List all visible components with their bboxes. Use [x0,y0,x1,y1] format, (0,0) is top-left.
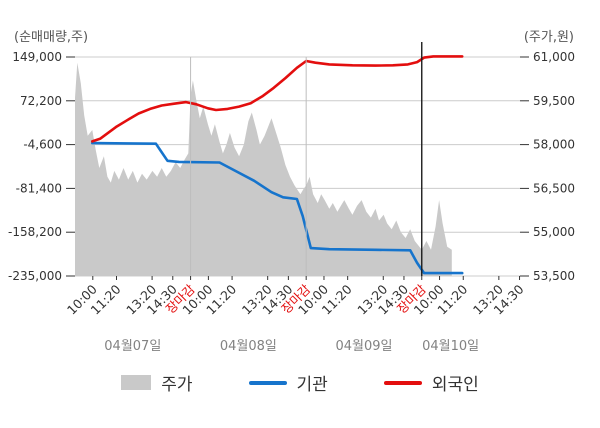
foreigner-line-swatch [383,380,422,385]
right-axis-tick-label: 56,500 [533,181,575,195]
legend-item-institution: 기관 [248,370,328,395]
left-axis-tick-label: -4,600 [23,138,62,152]
right-axis-tick-label: 59,500 [533,94,575,108]
left-axis: 149,000 72,200 -4,600 -81,400 -158,200 -235,0… [8,50,75,283]
right-axis-tick-label: 55,000 [533,225,575,239]
right-axis-tick-label: 58,000 [533,138,575,152]
left-axis-tick-label: 72,200 [20,94,62,108]
day-boundaries [190,42,423,276]
legend-item-foreigner: 외국인 [383,370,479,395]
chart-plot: 149,000 72,200 -4,600 -81,400 -158,200 -235,0… [8,42,575,354]
legend-label-price: 주가 [161,375,193,395]
right-axis-title: (주가,원) [523,30,574,45]
left-axis-tick-label: 149,000 [12,50,62,64]
right-axis-tick-label: 53,500 [533,269,575,283]
legend-label-institution: 기관 [296,375,328,395]
series-area-주가 [75,62,452,276]
series-line-외국인 [91,55,464,143]
date-label: 04월10일 [422,339,479,354]
date-label: 04월08일 [220,339,277,354]
series-line-기관 [91,141,464,275]
right-axis-tick-label: 61,000 [533,50,575,64]
price-area-swatch [121,375,152,390]
legend-item-price: 주가 [121,370,193,395]
legend-label-foreigner: 외국인 [431,375,479,395]
left-axis-tick-label: -235,000 [8,269,62,283]
institution-line-swatch [248,380,287,385]
left-axis-title: (순매매량,주) [14,30,89,45]
right-axis: 61,000 59,500 58,000 56,500 55,000 53,500 [520,50,575,283]
left-axis-tick-label: -158,200 [8,225,62,239]
legend: 주가 기관 외국인 [0,370,600,395]
date-labels: 04월07일 04월08일 04월09일 04월10일 [104,339,479,354]
series [75,55,464,276]
date-label: 04월09일 [335,339,392,354]
date-label: 04월07일 [104,339,161,354]
left-axis-tick-label: -81,400 [16,181,62,195]
